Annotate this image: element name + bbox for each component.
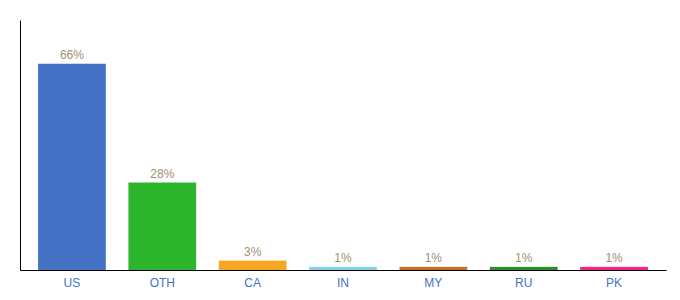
x-tick-label: MY bbox=[424, 276, 442, 290]
data-labels: 66% 28% 3% 1% 1% 1% 1% bbox=[60, 48, 623, 265]
bar bbox=[38, 64, 106, 270]
x-axis: US OTH CA IN MY RU PK bbox=[21, 270, 667, 290]
bar bbox=[490, 267, 558, 270]
data-label: 1% bbox=[515, 251, 533, 265]
x-tick: CA bbox=[244, 270, 261, 290]
x-tick: RU bbox=[515, 270, 532, 290]
bar bbox=[399, 267, 467, 270]
y-axis bbox=[20, 21, 21, 271]
bar bbox=[580, 267, 648, 270]
x-tick: PK bbox=[606, 270, 622, 290]
bar bbox=[128, 183, 196, 271]
x-tick: IN bbox=[337, 270, 349, 290]
x-tick-label: OTH bbox=[150, 276, 175, 290]
x-tick-label: RU bbox=[515, 276, 532, 290]
x-tick: OTH bbox=[150, 270, 175, 290]
x-tick-label: CA bbox=[244, 276, 261, 290]
data-label: 1% bbox=[334, 251, 352, 265]
data-label: 1% bbox=[425, 251, 443, 265]
data-label: 1% bbox=[605, 251, 623, 265]
y-axis-line bbox=[20, 21, 21, 271]
plot: US OTH CA IN MY RU PK 66% 28% 3% 1% 1% 1% 1% bbox=[21, 21, 667, 290]
x-tick: MY bbox=[424, 270, 442, 290]
data-label: 3% bbox=[244, 245, 262, 259]
data-label: 28% bbox=[150, 167, 174, 181]
bar bbox=[309, 267, 377, 270]
x-axis-line bbox=[21, 270, 667, 271]
bar bbox=[219, 261, 287, 270]
x-tick: US bbox=[64, 270, 81, 290]
x-tick-label: PK bbox=[606, 276, 622, 290]
bars bbox=[38, 64, 648, 270]
x-tick-label: IN bbox=[337, 276, 349, 290]
x-tick-label: US bbox=[64, 276, 81, 290]
data-label: 66% bbox=[60, 48, 84, 62]
chart: US OTH CA IN MY RU PK 66% 28% 3% 1% 1% 1% 1% bbox=[0, 0, 680, 300]
